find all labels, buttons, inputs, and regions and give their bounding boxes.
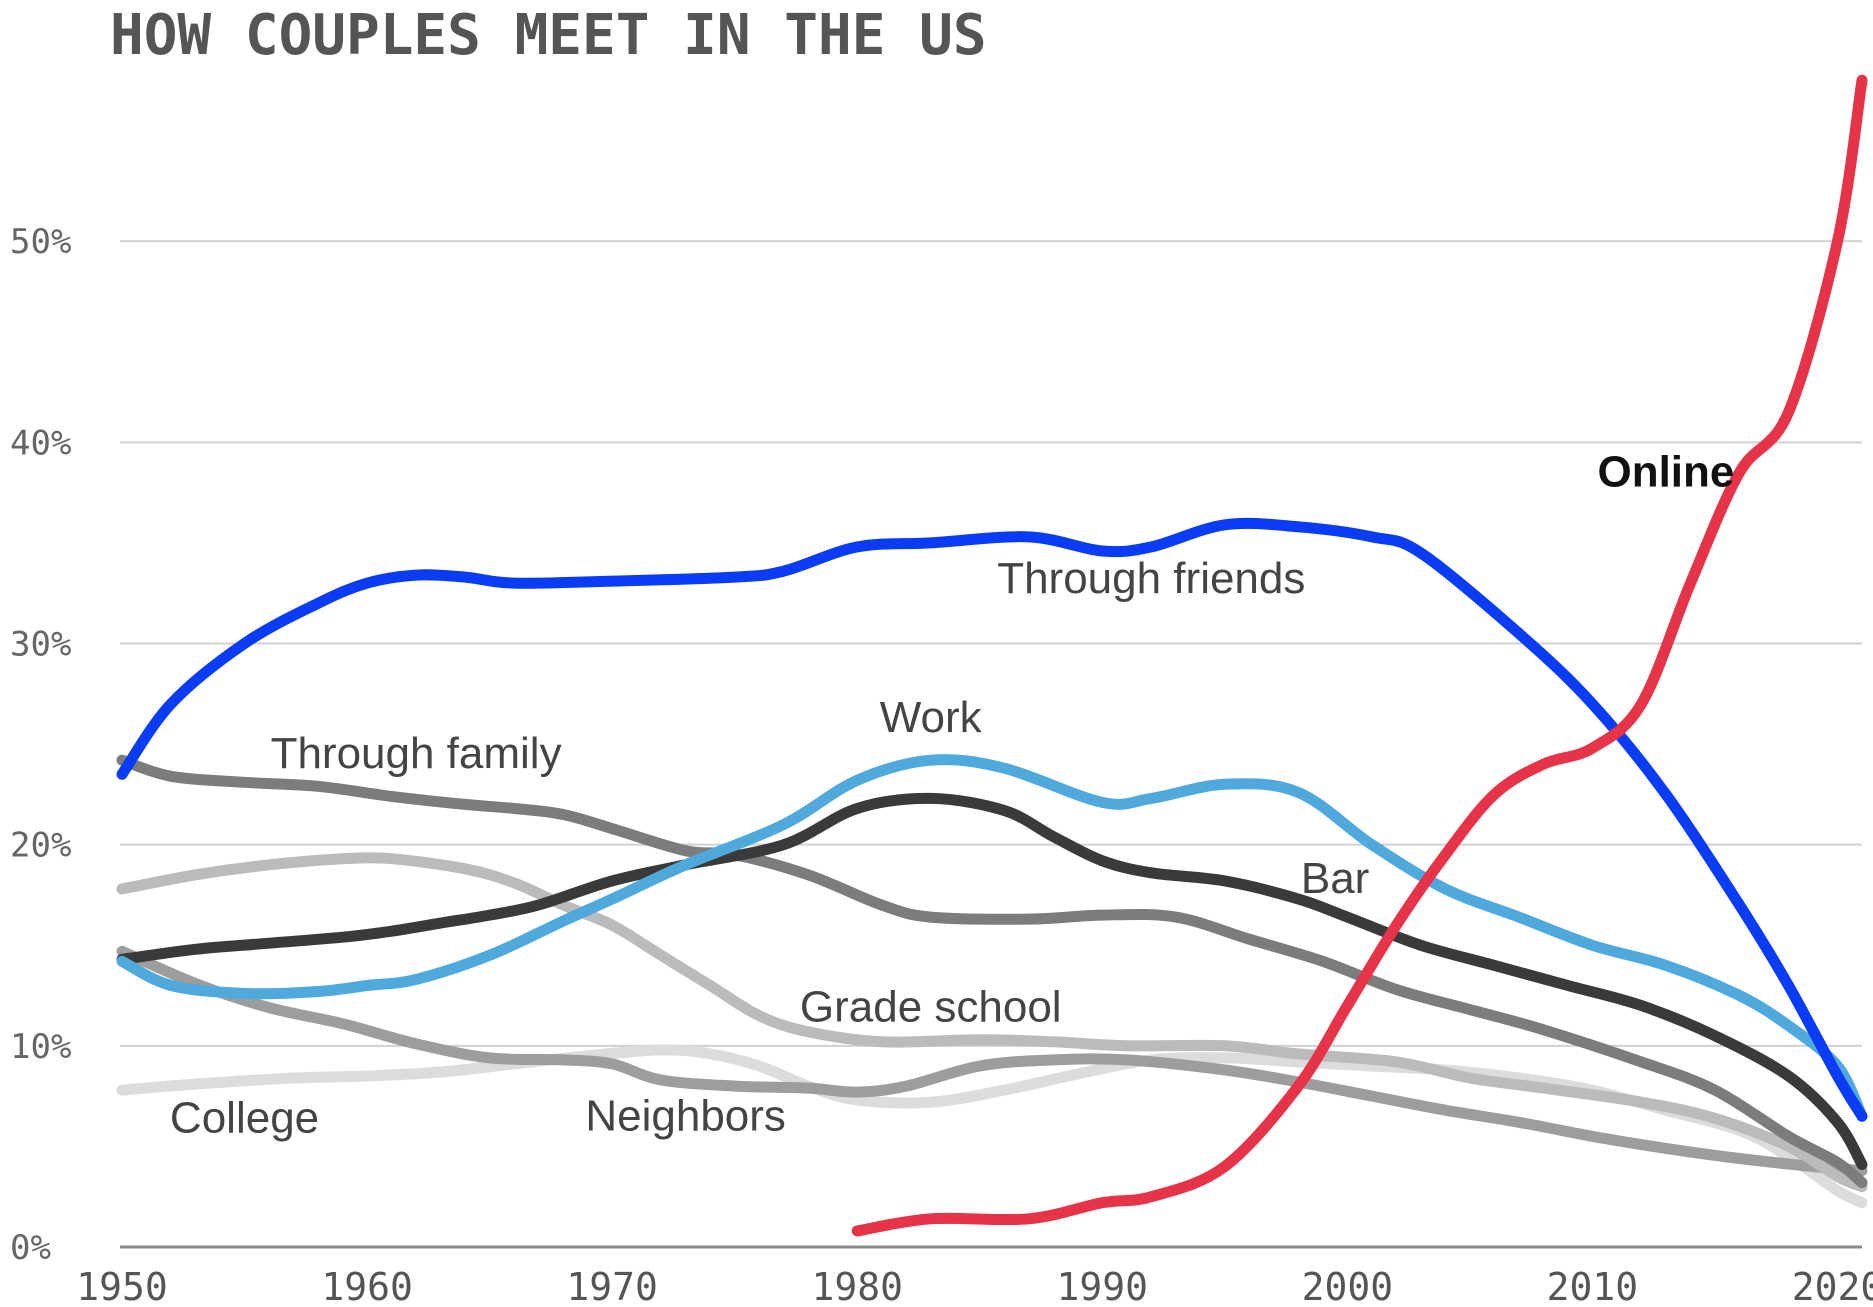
series-line-through-friends xyxy=(116,517,1868,1122)
x-tick-label-2020: 2020 xyxy=(1792,1265,1873,1307)
y-tick-label-40: 40% xyxy=(10,423,71,463)
x-tick-label-1950: 1950 xyxy=(76,1265,168,1307)
series-label-through-friends: Through friends xyxy=(997,554,1305,603)
series-line-through-family xyxy=(116,754,1868,1189)
x-tick-label-1970: 1970 xyxy=(566,1265,658,1307)
series-label-neighbors: Neighbors xyxy=(585,1091,786,1140)
series-label-college: College xyxy=(170,1093,319,1142)
series-label-work: Work xyxy=(880,693,983,742)
series-line-online xyxy=(851,74,1868,1237)
series-layer xyxy=(116,74,1868,1237)
x-tick-label-2010: 2010 xyxy=(1547,1265,1639,1307)
series-line-grade-school xyxy=(116,852,1868,1193)
chart-title: HOW COUPLES MEET IN THE US xyxy=(110,3,987,68)
x-tick-label-1990: 1990 xyxy=(1057,1265,1149,1307)
x-tick-label-1960: 1960 xyxy=(321,1265,413,1307)
series-line-bar xyxy=(116,792,1868,1170)
series-line-neighbors xyxy=(116,945,1868,1177)
series-label-bar: Bar xyxy=(1301,854,1369,903)
y-tick-label-0: 0% xyxy=(10,1228,51,1268)
x-tick-label-1980: 1980 xyxy=(811,1265,903,1307)
series-labels: Through friends Online Work Through family B… xyxy=(170,448,1734,1143)
series-line-college xyxy=(116,1044,1868,1209)
series-label-grade-school: Grade school xyxy=(800,983,1062,1032)
y-axis-ticks: 0% 10% 20% 30% 40% 50% xyxy=(10,222,71,1268)
y-tick-label-10: 10% xyxy=(10,1027,71,1067)
series-label-through-family: Through family xyxy=(271,729,562,778)
y-tick-label-20: 20% xyxy=(10,826,71,866)
series-line-work xyxy=(116,754,1868,1122)
y-tick-label-50: 50% xyxy=(10,222,71,262)
series-label-online: Online xyxy=(1597,448,1734,497)
x-axis-ticks: 1950 1960 1970 1980 1990 2000 2010 2020 xyxy=(76,1265,1873,1307)
y-tick-label-30: 30% xyxy=(10,625,71,665)
x-tick-label-2000: 2000 xyxy=(1302,1265,1394,1307)
